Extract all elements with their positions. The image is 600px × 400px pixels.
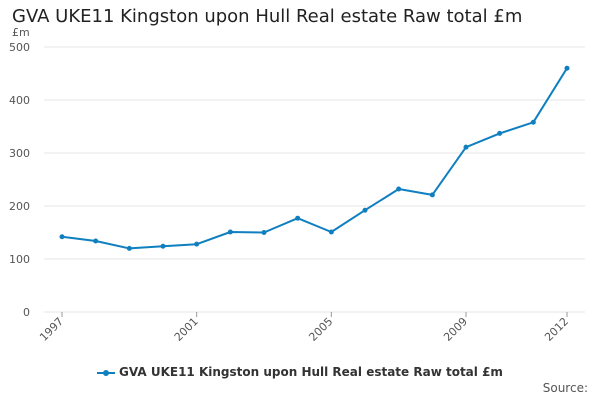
x-tick-label: 2005 [306, 315, 335, 344]
series-line [61, 67, 568, 250]
data-point[interactable] [194, 241, 200, 247]
data-point[interactable] [396, 186, 402, 192]
data-point[interactable] [429, 192, 435, 198]
y-tick-label: 0 [23, 306, 30, 319]
source-label: Source: [542, 381, 588, 395]
data-point[interactable] [328, 229, 334, 235]
y-tick-label: 300 [9, 147, 30, 160]
data-point[interactable] [261, 230, 267, 235]
series-layer [59, 65, 570, 251]
x-axis-ticks: 1997 2001 2005 2009 2012 [37, 312, 571, 344]
x-tick-label: 2012 [542, 315, 571, 344]
legend[interactable]: GVA UKE11 Kingston upon Hull Real estate… [0, 365, 600, 379]
data-point[interactable] [160, 243, 166, 249]
data-point[interactable] [362, 207, 368, 213]
y-tick-label: 500 [9, 41, 30, 54]
chart-title: GVA UKE11 Kingston upon Hull Real estate… [12, 6, 523, 27]
data-point[interactable] [530, 119, 536, 125]
data-point[interactable] [497, 130, 503, 136]
data-point[interactable] [227, 229, 233, 235]
y-axis-ticks: 0 100 200 300 400 500 [9, 41, 30, 319]
data-point[interactable] [126, 245, 132, 251]
x-tick-label: 1997 [37, 315, 66, 344]
data-point[interactable] [59, 234, 65, 240]
y-axis-label: £m [12, 26, 30, 39]
gridlines [44, 46, 585, 313]
y-tick-label: 100 [9, 253, 30, 266]
y-tick-label: 200 [9, 200, 30, 213]
data-point[interactable] [564, 65, 570, 71]
legend-swatch [97, 368, 116, 378]
data-point[interactable] [295, 215, 301, 221]
data-point[interactable] [93, 238, 99, 244]
x-tick-label: 2001 [172, 315, 201, 344]
x-tick-label: 2009 [441, 315, 470, 344]
y-tick-label: 400 [9, 94, 30, 107]
legend-label: GVA UKE11 Kingston upon Hull Real estate… [119, 365, 503, 379]
line-chart: 0 100 200 300 400 500 £m 1997 2001 2005 2009 2012 [9, 26, 585, 344]
data-point[interactable] [463, 144, 469, 150]
